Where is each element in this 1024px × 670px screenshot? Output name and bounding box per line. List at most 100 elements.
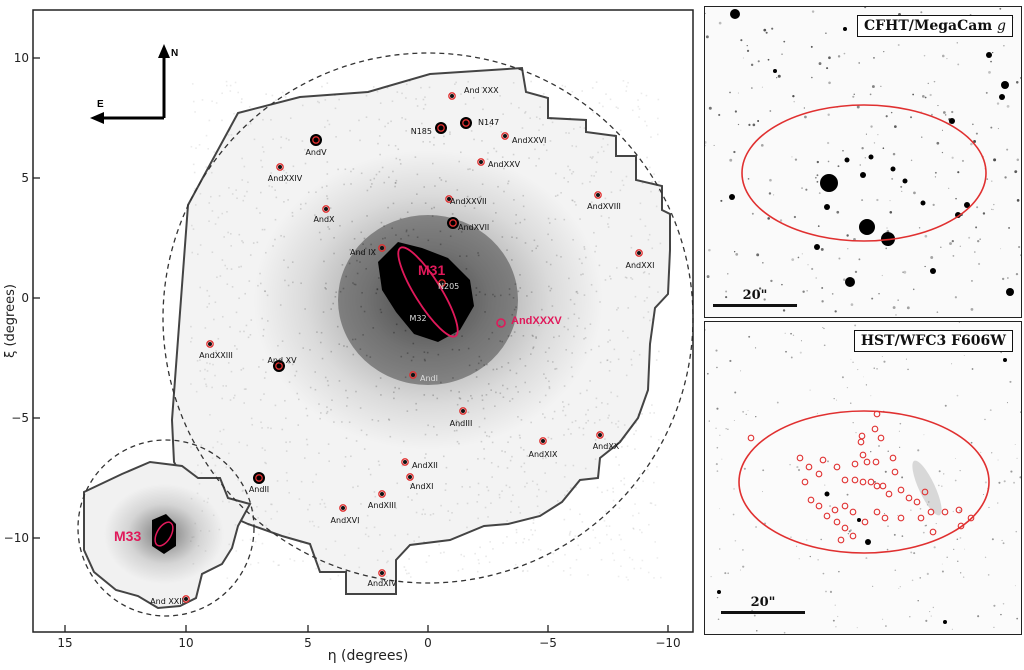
member-star-marker xyxy=(815,470,823,478)
noise-pixel xyxy=(555,461,558,464)
noise-pixel xyxy=(564,464,567,467)
faint-source xyxy=(1002,542,1005,545)
noise-pixel xyxy=(579,513,581,516)
noise-pixel xyxy=(515,531,518,534)
noise-pixel xyxy=(301,104,304,107)
faint-star xyxy=(776,77,778,79)
noise-pixel xyxy=(229,233,232,235)
noise-pixel xyxy=(656,557,659,559)
noise-pixel xyxy=(646,156,648,159)
faint-star xyxy=(763,28,767,32)
noise-pixel xyxy=(390,548,392,550)
hst-bright-source xyxy=(1003,358,1007,362)
noise-pixel xyxy=(243,388,246,390)
noise-pixel xyxy=(632,528,635,530)
faint-star xyxy=(985,91,988,94)
noise-pixel xyxy=(506,520,508,522)
faint-star xyxy=(1016,199,1020,202)
noise-pixel xyxy=(262,358,264,361)
faint-star xyxy=(993,203,995,206)
noise-pixel xyxy=(487,489,490,492)
faint-star xyxy=(816,180,819,183)
noise-pixel xyxy=(644,120,646,123)
noise-pixel xyxy=(272,560,275,563)
noise-pixel xyxy=(231,193,234,195)
dwarf-body xyxy=(447,197,451,201)
faint-source xyxy=(1015,530,1018,533)
faint-star xyxy=(932,203,935,206)
noise-pixel xyxy=(575,486,577,489)
faint-source xyxy=(716,596,719,599)
noise-pixel xyxy=(421,513,424,516)
noise-pixel xyxy=(653,481,655,484)
noise-pixel xyxy=(481,140,483,142)
noise-pixel xyxy=(357,485,359,488)
faint-star xyxy=(769,110,772,112)
noise-pixel xyxy=(233,112,235,115)
noise-pixel xyxy=(289,441,291,443)
faint-star xyxy=(955,197,957,200)
faint-source xyxy=(938,470,941,473)
hst-scale-label: 20" xyxy=(750,595,776,610)
faint-source xyxy=(929,611,931,613)
faint-star xyxy=(920,11,923,14)
faint-star xyxy=(986,178,989,180)
faint-star xyxy=(729,91,731,94)
noise-pixel xyxy=(389,503,391,506)
noise-pixel xyxy=(635,487,637,489)
noise-pixel xyxy=(547,436,550,439)
faint-star xyxy=(944,114,947,116)
faint-source xyxy=(884,470,887,473)
noise-pixel xyxy=(618,534,621,536)
noise-pixel xyxy=(424,513,426,515)
noise-pixel xyxy=(523,537,526,540)
noise-pixel xyxy=(214,223,217,225)
hst-scale-line xyxy=(721,611,805,614)
faint-source xyxy=(954,479,957,482)
noise-pixel xyxy=(276,480,279,482)
faint-star xyxy=(900,185,903,188)
faint-source xyxy=(748,335,751,338)
noise-pixel xyxy=(569,567,572,569)
noise-pixel xyxy=(586,389,588,392)
noise-pixel xyxy=(594,536,597,539)
noise-pixel xyxy=(493,147,495,150)
noise-pixel xyxy=(595,397,598,400)
faint-star xyxy=(742,57,744,59)
noise-pixel xyxy=(601,402,603,404)
noise-pixel xyxy=(625,90,628,92)
member-star-marker xyxy=(873,410,881,418)
dwarf-body xyxy=(380,246,384,250)
noise-pixel xyxy=(281,91,284,94)
faint-star xyxy=(827,160,830,163)
noise-pixel xyxy=(225,80,228,83)
faint-source xyxy=(719,508,721,510)
noise-pixel xyxy=(653,412,655,414)
cfht-image xyxy=(705,7,1021,317)
noise-pixel xyxy=(326,173,329,175)
faint-star xyxy=(910,159,913,162)
noise-pixel xyxy=(656,133,659,136)
noise-pixel xyxy=(250,417,253,420)
m31-halo xyxy=(253,150,603,450)
noise-pixel xyxy=(488,88,491,90)
noise-pixel xyxy=(602,137,604,140)
noise-pixel xyxy=(274,189,276,191)
dwarf-label: AndXXIV xyxy=(268,174,303,183)
noise-pixel xyxy=(289,558,291,560)
m33-halo xyxy=(104,484,224,584)
faint-source xyxy=(873,480,876,483)
noise-pixel xyxy=(536,483,539,486)
dwarf-label: AndXVIII xyxy=(587,202,621,211)
member-star-marker xyxy=(905,494,913,502)
faint-star xyxy=(883,50,885,53)
noise-pixel xyxy=(517,506,520,508)
noise-pixel xyxy=(383,504,385,507)
noise-pixel xyxy=(358,566,361,569)
faint-source xyxy=(953,548,955,550)
noise-pixel xyxy=(234,81,237,84)
noise-pixel xyxy=(360,503,362,505)
member-star-marker xyxy=(823,512,831,520)
dwarf-label: N185 xyxy=(411,127,432,136)
